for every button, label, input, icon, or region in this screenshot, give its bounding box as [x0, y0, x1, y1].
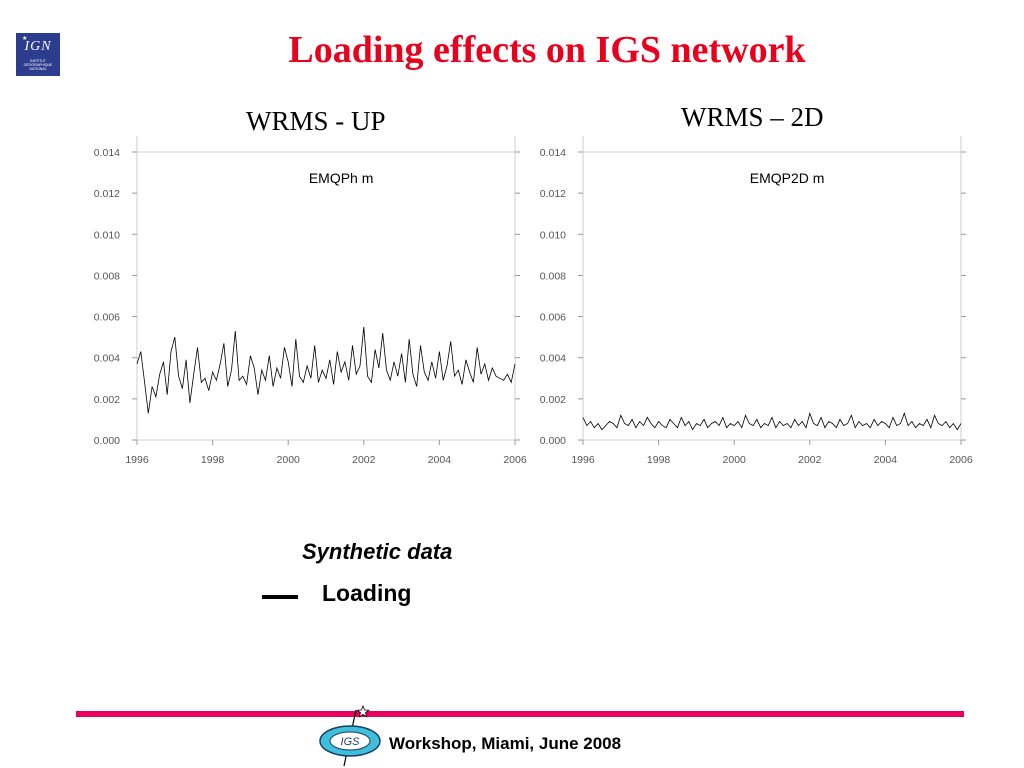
- x-tick-label: 2006: [949, 454, 973, 466]
- x-tick-label: 2006: [503, 454, 527, 466]
- chart-title: EMQPh m: [309, 170, 374, 186]
- y-tick-label: 0.010: [94, 229, 120, 241]
- x-tick-label: 1998: [647, 454, 671, 466]
- x-tick-label: 2004: [874, 454, 898, 466]
- y-tick-label: 0.004: [540, 353, 566, 365]
- loading-legend-line: [262, 595, 298, 599]
- y-tick-label: 0.002: [94, 394, 120, 406]
- x-tick-label: 2000: [723, 454, 747, 466]
- series-line: [582, 411, 962, 431]
- y-tick-label: 0.014: [540, 147, 566, 159]
- chart-wrms-2d: 0.000 0.002 0.004 0.006 0.008 0.010 0.012 0.014…: [540, 136, 973, 466]
- star-icon: [356, 704, 370, 718]
- plot-frame: [582, 151, 962, 441]
- y-tick-label: 0.014: [94, 147, 120, 159]
- ign-logo-subtext: INSTITUT GÉOGRAPHIQUE NATIONAL: [23, 59, 53, 71]
- igs-logo: IGS: [319, 704, 381, 767]
- x-tick-label: 2002: [798, 454, 822, 466]
- ign-logo: ★ IGN INSTITUT GÉOGRAPHIQUE NATIONAL: [16, 33, 60, 76]
- x-tick-label: 1996: [125, 454, 149, 466]
- loading-legend-label: Loading: [322, 580, 412, 606]
- star-icon: ★: [22, 36, 28, 42]
- y-tick-label: 0.008: [540, 270, 566, 282]
- left-panel-title: WRMS - UP: [246, 106, 386, 136]
- chart-wrms-up: 0.000 0.002 0.004 0.006 0.008 0.010 0.012 0.014…: [94, 136, 527, 466]
- x-tick-label: 1996: [571, 454, 595, 466]
- y-tick-label: 0.002: [540, 394, 566, 406]
- slide-title: Loading effects on IGS network: [288, 29, 806, 71]
- ign-logo-text: IGN: [24, 39, 52, 54]
- series-line: [136, 326, 516, 414]
- footer-divider: [76, 711, 964, 717]
- y-tick-label: 0.004: [94, 353, 120, 365]
- y-tick-label: 0.010: [540, 229, 566, 241]
- x-tick-label: 2000: [277, 454, 301, 466]
- x-tick-label: 2002: [352, 454, 376, 466]
- y-tick-label: 0.012: [94, 188, 120, 200]
- y-tick-label: 0.000: [540, 435, 566, 447]
- x-tick-label: 2004: [428, 454, 452, 466]
- footer-text: Workshop, Miami, June 2008: [389, 734, 622, 753]
- x-tick-label: 1998: [201, 454, 225, 466]
- y-tick-label: 0.000: [94, 435, 120, 447]
- right-panel-title: WRMS – 2D: [681, 102, 824, 132]
- plot-frame: [136, 151, 516, 441]
- igs-logo-text: IGS: [341, 736, 361, 748]
- y-tick-label: 0.012: [540, 188, 566, 200]
- chart-title: EMQP2D m: [750, 170, 825, 186]
- y-tick-label: 0.006: [94, 312, 120, 324]
- synthetic-data-label: Synthetic data: [302, 539, 453, 564]
- y-tick-label: 0.008: [94, 270, 120, 282]
- y-tick-label: 0.006: [540, 312, 566, 324]
